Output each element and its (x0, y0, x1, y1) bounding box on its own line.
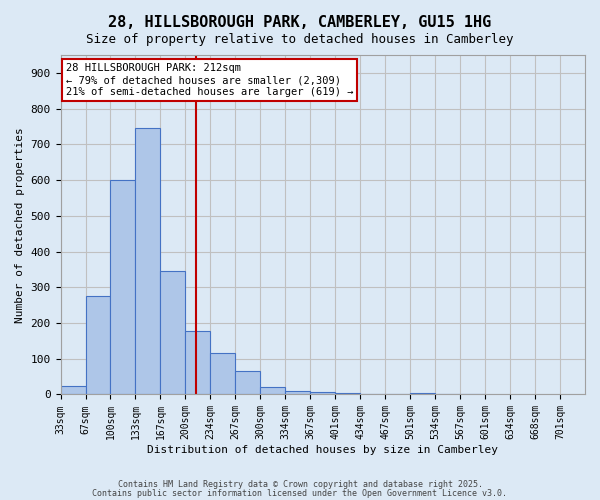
Text: Size of property relative to detached houses in Camberley: Size of property relative to detached ho… (86, 32, 514, 46)
Text: Contains HM Land Registry data © Crown copyright and database right 2025.: Contains HM Land Registry data © Crown c… (118, 480, 482, 489)
Bar (185, 331, 211, 394)
Bar (61, 386, 86, 394)
Bar (310, 392, 335, 394)
Text: 28, HILLSBOROUGH PARK, CAMBERLEY, GU15 1HG: 28, HILLSBOROUGH PARK, CAMBERLEY, GU15 1… (109, 15, 491, 30)
Text: Contains public sector information licensed under the Open Government Licence v3: Contains public sector information licen… (92, 488, 508, 498)
Bar (160, 271, 185, 394)
Text: 28 HILLSBOROUGH PARK: 212sqm
← 79% of detached houses are smaller (2,309)
21% of: 28 HILLSBOROUGH PARK: 212sqm ← 79% of de… (66, 64, 353, 96)
X-axis label: Distribution of detached houses by size in Camberley: Distribution of detached houses by size … (147, 445, 498, 455)
Bar (110, 180, 136, 394)
Bar (235, 370, 260, 394)
Bar (410, 392, 435, 394)
Y-axis label: Number of detached properties: Number of detached properties (15, 127, 25, 322)
Bar (286, 391, 310, 394)
Bar (86, 296, 110, 394)
Bar (335, 392, 360, 394)
Bar (260, 386, 286, 394)
Bar (211, 354, 235, 395)
Bar (136, 128, 160, 394)
